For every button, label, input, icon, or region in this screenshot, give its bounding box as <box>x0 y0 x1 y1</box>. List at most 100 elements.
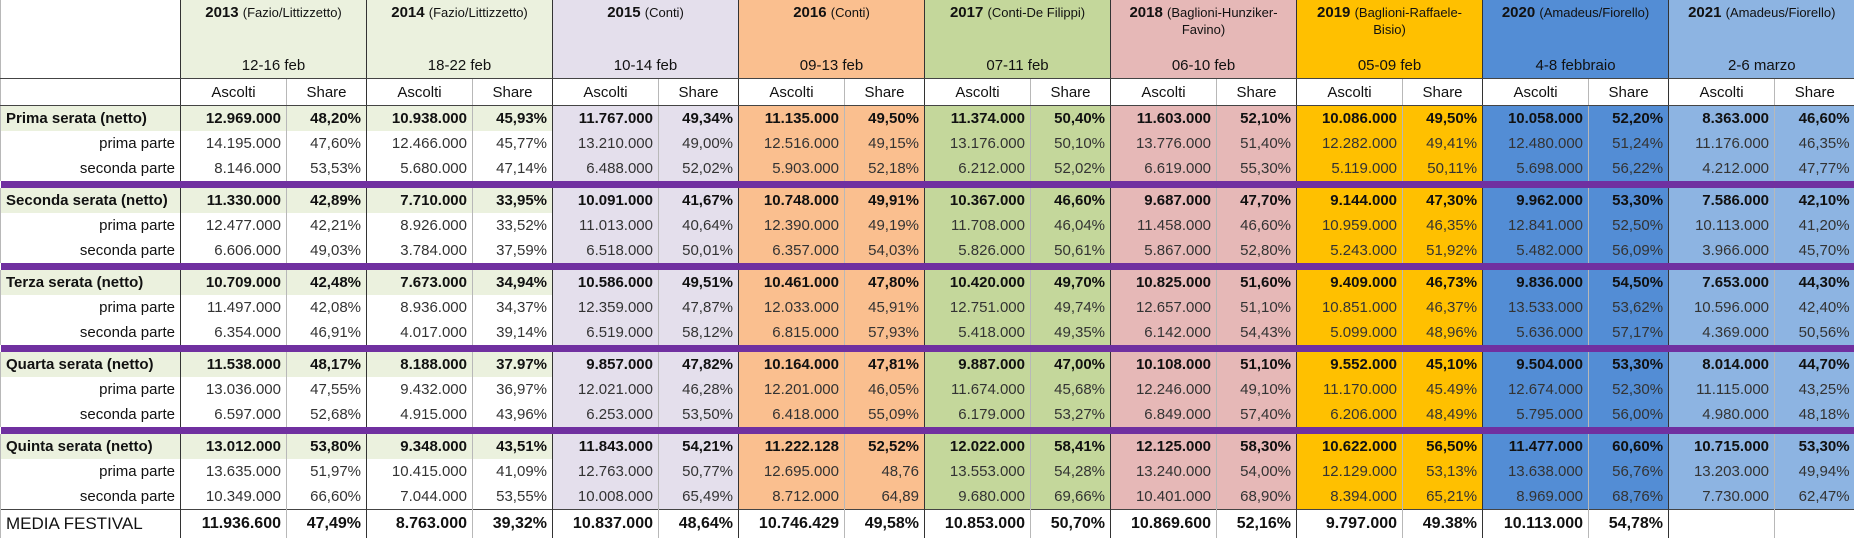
share-cell: 39,32% <box>472 509 553 538</box>
share-cell: 37.97% <box>472 352 553 377</box>
share-cell: 47,70% <box>1216 188 1297 213</box>
share-cell: 47,14% <box>472 156 553 181</box>
ascolti-cell: 13.638.000 <box>1482 459 1589 484</box>
part-row: prima parte 14.195.000 47,60% 12.466.000 45,… <box>0 131 1854 156</box>
ascolti-cell: 6.418.000 <box>738 402 845 427</box>
ascolti-cell: 13.553.000 <box>924 459 1031 484</box>
share-cell: 65,21% <box>1402 484 1483 510</box>
edition-hosts: (Conti) <box>644 5 684 20</box>
ascolti-cell: 6.518.000 <box>552 238 659 263</box>
part-row: prima parte 11.497.000 42,08% 8.936.000 34,3… <box>0 295 1854 320</box>
share-cell: 56,76% <box>1588 459 1669 484</box>
subheader-cell: Ascolti <box>738 78 845 106</box>
part-row: prima parte 13.635.000 51,97% 10.415.000 41,… <box>0 459 1854 484</box>
ascolti-cell: 9.887.000 <box>924 352 1031 377</box>
subheader-cell: Ascolti <box>1110 78 1217 106</box>
row-label: seconda parte <box>0 156 181 181</box>
ascolti-cell: 8.363.000 <box>1668 105 1775 131</box>
ascolti-cell: 11.477.000 <box>1482 434 1589 459</box>
ascolti-cell: 5.418.000 <box>924 320 1031 345</box>
share-cell: 49,51% <box>658 270 739 295</box>
separator-row <box>0 181 1854 188</box>
share-cell: 53,50% <box>658 402 739 427</box>
share-cell: 51,97% <box>286 459 367 484</box>
ascolti-cell: 5.243.000 <box>1296 238 1403 263</box>
share-cell: 53,30% <box>1588 352 1669 377</box>
share-cell: 58,12% <box>658 320 739 345</box>
share-cell: 50,77% <box>658 459 739 484</box>
share-cell: 52,50% <box>1588 213 1669 238</box>
share-cell: 57,17% <box>1588 320 1669 345</box>
share-cell: 57,40% <box>1216 402 1297 427</box>
ascolti-cell: 9.680.000 <box>924 484 1031 510</box>
edition-header: 2019 (Baglioni-Raffaele-Bisio) 05-09 feb <box>1296 0 1483 79</box>
share-cell: 52,52% <box>844 434 925 459</box>
ascolti-cell: 5.867.000 <box>1110 238 1217 263</box>
ascolti-cell: 10.113.000 <box>1482 509 1589 538</box>
share-cell: 47,80% <box>844 270 925 295</box>
ascolti-cell: 13.533.000 <box>1482 295 1589 320</box>
edition-header: 2013 (Fazio/Littizzetto) 12-16 feb <box>180 0 367 79</box>
share-cell: 43,25% <box>1774 377 1854 402</box>
edition-dates: 09-13 feb <box>799 57 864 74</box>
row-label: seconda parte <box>0 238 181 263</box>
edition-hosts: (Fazio/Littizzetto) <box>242 5 342 20</box>
subheader-row: Ascolti Share Ascolti Share Ascolti Share Asco… <box>0 78 1854 106</box>
share-cell: 58,30% <box>1216 434 1297 459</box>
ascolti-cell: 11.170.000 <box>1296 377 1403 402</box>
ascolti-cell: 8.188.000 <box>366 352 473 377</box>
ascolti-cell: 12.516.000 <box>738 131 845 156</box>
part-row: seconda parte 10.349.000 66,60% 7.044.000 53… <box>0 484 1854 510</box>
edition-hosts: (Fazio/Littizzetto) <box>428 5 528 20</box>
share-cell: 52,68% <box>286 402 367 427</box>
share-cell: 46,73% <box>1402 270 1483 295</box>
ascolti-cell: 6.597.000 <box>180 402 287 427</box>
ascolti-cell: 11.708.000 <box>924 213 1031 238</box>
share-cell: 54,03% <box>844 238 925 263</box>
share-cell: 49,70% <box>1029 270 1111 295</box>
share-cell: 48,76 <box>844 459 925 484</box>
ascolti-cell: 11.603.000 <box>1110 105 1217 131</box>
edition-title: 2013 (Fazio/Littizzetto) <box>185 4 362 21</box>
ascolti-cell: 10.959.000 <box>1296 213 1403 238</box>
row-label: Prima serata (netto) <box>0 105 181 131</box>
share-cell: 52,30% <box>1588 377 1669 402</box>
ascolti-cell: 13.210.000 <box>552 131 659 156</box>
share-cell: 36,97% <box>472 377 553 402</box>
share-cell: 52,18% <box>844 156 925 181</box>
ascolti-cell: 6.606.000 <box>180 238 287 263</box>
ascolti-cell: 10.715.000 <box>1668 434 1775 459</box>
share-cell: 46,91% <box>286 320 367 345</box>
ascolti-cell: 12.125.000 <box>1110 434 1217 459</box>
ascolti-cell: 12.841.000 <box>1482 213 1589 238</box>
ascolti-cell: 13.012.000 <box>180 434 287 459</box>
ascolti-cell: 12.657.000 <box>1110 295 1217 320</box>
share-cell: 56,09% <box>1588 238 1669 263</box>
ascolti-cell: 9.144.000 <box>1296 188 1403 213</box>
share-cell: 48,64% <box>658 509 739 538</box>
row-label: prima parte <box>0 295 181 320</box>
share-cell: 54,28% <box>1029 459 1111 484</box>
edition-dates: 2-6 marzo <box>1728 57 1796 74</box>
ascolti-cell: 5.698.000 <box>1482 156 1589 181</box>
ascolti-cell: 11.497.000 <box>180 295 287 320</box>
share-cell: 46,04% <box>1029 213 1111 238</box>
part-row: seconda parte 6.354.000 46,91% 4.017.000 39,… <box>0 320 1854 345</box>
edition-title: 2019 (Baglioni-Raffaele-Bisio) <box>1301 4 1478 38</box>
ascolti-cell: 9.687.000 <box>1110 188 1217 213</box>
edition-hosts: (Baglioni-Hunziker-Favino) <box>1167 5 1278 37</box>
edition-year: 2017 <box>949 4 984 21</box>
ascolti-cell: 8.926.000 <box>366 213 473 238</box>
ascolti-cell: 13.776.000 <box>1110 131 1217 156</box>
edition-title: 2016 (Conti) <box>743 4 920 21</box>
share-cell: 57,93% <box>844 320 925 345</box>
ascolti-cell: 5.826.000 <box>924 238 1031 263</box>
edition-title: 2020 (Amadeus/Fiorello) <box>1487 4 1664 21</box>
subheader-cell: Share <box>844 78 925 106</box>
ascolti-cell: 12.969.000 <box>180 105 287 131</box>
edition-hosts: (Conti) <box>830 5 870 20</box>
ascolti-cell: 7.653.000 <box>1668 270 1775 295</box>
edition-year: 2016 <box>793 4 827 21</box>
edition-year: 2021 <box>1688 4 1722 21</box>
